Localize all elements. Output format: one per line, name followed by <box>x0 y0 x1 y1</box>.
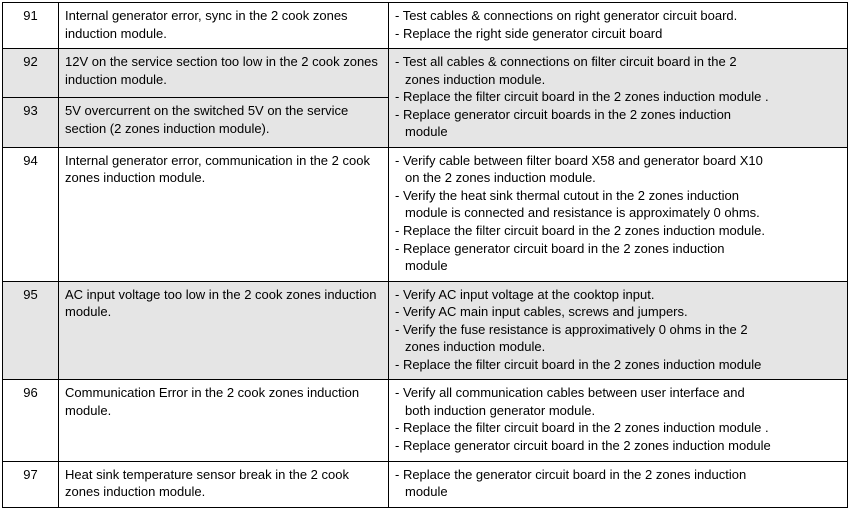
action-line: - Test cables & connections on right gen… <box>395 7 841 25</box>
code-cell: 91 <box>3 3 59 49</box>
table-row: 97 Heat sink temperature sensor break in… <box>3 461 848 507</box>
action-line: - Replace generator circuit board in the… <box>395 240 841 258</box>
description-cell: Heat sink temperature sensor break in th… <box>59 461 389 507</box>
action-line: module <box>395 123 841 141</box>
code-cell: 96 <box>3 380 59 461</box>
action-line: - Replace the right side generator circu… <box>395 25 841 43</box>
action-line: - Test all cables & connections on filte… <box>395 53 841 71</box>
action-line: - Replace generator circuit board in the… <box>395 437 841 455</box>
code-cell: 93 <box>3 98 59 147</box>
action-cell: - Replace the generator circuit board in… <box>389 461 848 507</box>
action-cell: - Test cables & connections on right gen… <box>389 3 848 49</box>
action-line: module <box>395 483 841 501</box>
table-row: 94 Internal generator error, communicati… <box>3 147 848 281</box>
table-row: 95 AC input voltage too low in the 2 coo… <box>3 281 848 380</box>
action-line: - Verify AC main input cables, screws an… <box>395 303 841 321</box>
table-row: 92 12V on the service section too low in… <box>3 49 848 98</box>
description-cell: 5V overcurrent on the switched 5V on the… <box>59 98 389 147</box>
code-cell: 95 <box>3 281 59 380</box>
action-line: zones induction module. <box>395 338 841 356</box>
action-line: module is connected and resistance is ap… <box>395 204 841 222</box>
action-cell: - Test all cables & connections on filte… <box>389 49 848 148</box>
code-cell: 92 <box>3 49 59 98</box>
action-line: - Replace the filter circuit board in th… <box>395 419 841 437</box>
action-line: both induction generator module. <box>395 402 841 420</box>
code-cell: 97 <box>3 461 59 507</box>
table-row: 96 Communication Error in the 2 cook zon… <box>3 380 848 461</box>
action-line: - Verify the heat sink thermal cutout in… <box>395 187 841 205</box>
action-line: on the 2 zones induction module. <box>395 169 841 187</box>
code-cell: 94 <box>3 147 59 281</box>
error-code-table: 91 Internal generator error, sync in the… <box>2 2 848 508</box>
action-line: - Replace the filter circuit board in th… <box>395 356 841 374</box>
description-cell: AC input voltage too low in the 2 cook z… <box>59 281 389 380</box>
action-line: - Verify the fuse resistance is approxim… <box>395 321 841 339</box>
description-cell: Internal generator error, communication … <box>59 147 389 281</box>
action-line: - Replace the filter circuit board in th… <box>395 88 841 106</box>
action-line: - Verify AC input voltage at the cooktop… <box>395 286 841 304</box>
action-line: - Verify cable between filter board X58 … <box>395 152 841 170</box>
action-line: zones induction module. <box>395 71 841 89</box>
action-line: - Verify all communication cables betwee… <box>395 384 841 402</box>
action-line: module <box>395 257 841 275</box>
action-line: - Replace the filter circuit board in th… <box>395 222 841 240</box>
action-line: - Replace generator circuit boards in th… <box>395 106 841 124</box>
action-cell: - Verify all communication cables betwee… <box>389 380 848 461</box>
action-line: - Replace the generator circuit board in… <box>395 466 841 484</box>
action-cell: - Verify AC input voltage at the cooktop… <box>389 281 848 380</box>
action-cell: - Verify cable between filter board X58 … <box>389 147 848 281</box>
description-cell: Internal generator error, sync in the 2 … <box>59 3 389 49</box>
table-row: 91 Internal generator error, sync in the… <box>3 3 848 49</box>
description-cell: Communication Error in the 2 cook zones … <box>59 380 389 461</box>
description-cell: 12V on the service section too low in th… <box>59 49 389 98</box>
